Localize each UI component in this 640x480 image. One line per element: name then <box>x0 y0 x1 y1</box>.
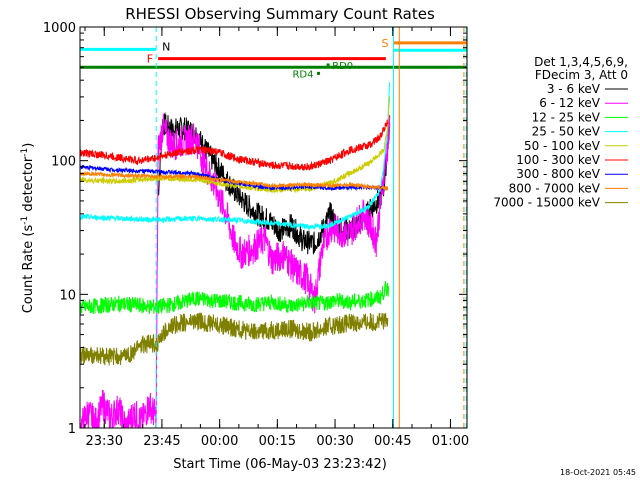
legend-header-line-1: Det 1,3,4,5,6,9, <box>534 55 628 69</box>
series-line-9 <box>80 311 389 366</box>
rd-marker-dot <box>326 63 330 67</box>
legend-entry-label: 3 - 6 keV <box>547 82 601 96</box>
legend: Det 1,3,4,5,6,9, FDecim 3, Att 0 3 - 6 k… <box>493 55 628 210</box>
series-line-6 <box>80 119 389 171</box>
series-line-4 <box>80 82 391 231</box>
y-axis-label: Count Rate (s-1 detector-1) <box>20 143 36 314</box>
x-axis-label: Start Time (06-May-03 23:23:42) <box>173 457 387 472</box>
series-layer <box>80 82 391 428</box>
x-tick-label: 01:00 <box>432 434 469 449</box>
y-tick-label: 1 <box>68 422 76 437</box>
y-tick-label: 10 <box>59 288 76 303</box>
x-tick-label: 00:45 <box>374 434 411 449</box>
x-tick-label: 23:45 <box>143 434 180 449</box>
plot-frame <box>79 26 468 429</box>
footer-date: 18-Oct-2021 05:45 <box>560 468 636 477</box>
rd-marker-dot <box>317 71 321 75</box>
attenuator-label-2: S <box>382 37 389 50</box>
attenuator-label-1: F <box>147 53 153 66</box>
x-tick-label: 00:30 <box>316 434 353 449</box>
rd-marker-label: RD4 <box>292 69 313 80</box>
legend-entry-label: 100 - 300 keV <box>516 153 600 167</box>
legend-entry-label: 300 - 800 keV <box>516 167 600 181</box>
series-line-8 <box>80 170 389 191</box>
y-axis: 1 10 100 1000 <box>43 21 467 437</box>
legend-entry-label: 50 - 100 keV <box>524 139 601 153</box>
marker-layer <box>80 27 467 428</box>
series-line-2 <box>80 113 391 428</box>
y-tick-label: 1000 <box>43 21 76 36</box>
series-line-3 <box>80 281 389 315</box>
night-label: N <box>162 40 170 53</box>
series-line-5 <box>80 96 391 194</box>
legend-entry-label: 7000 - 15000 keV <box>493 196 600 210</box>
x-tick-label: 00:00 <box>201 434 238 449</box>
x-tick-label: 00:15 <box>259 434 296 449</box>
chart-title: RHESSI Observing Summary Count Rates <box>125 5 435 23</box>
x-axis: 23:30 23:45 00:00 00:15 00:30 00:45 01:00 <box>84 27 469 449</box>
y-tick-label: 100 <box>51 155 76 170</box>
x-tick-label: 23:30 <box>86 434 123 449</box>
legend-entry-label: 12 - 25 keV <box>532 110 601 124</box>
rd-marker-label: RD0 <box>332 61 353 72</box>
legend-entry-label: 800 - 7000 keV <box>509 181 601 195</box>
legend-header-line-2: FDecim 3, Att 0 <box>535 68 628 82</box>
legend-entry-label: 6 - 12 keV <box>539 96 601 110</box>
legend-entry-label: 25 - 50 keV <box>532 125 601 139</box>
